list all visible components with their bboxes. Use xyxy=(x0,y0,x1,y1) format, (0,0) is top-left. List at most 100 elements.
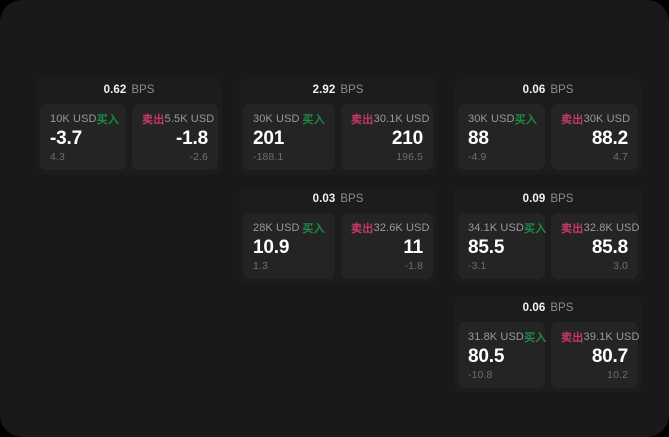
buy-delta: -10.8 xyxy=(468,368,493,381)
quote-card[interactable]: 0.09 BPS 34.1K USD 买入 85.5 -3.1 卖出 32.8K USD 85.… xyxy=(454,186,642,283)
buy-quantity: 34.1K USD xyxy=(468,221,524,234)
sell-quantity: 39.1K USD xyxy=(583,330,640,343)
sell-panel-header: 卖出 30K USD xyxy=(561,112,631,126)
sell-action-label[interactable]: 卖出 xyxy=(142,114,165,126)
card-bps-header: 0.09 BPS xyxy=(454,187,642,213)
buy-price: 80.5 xyxy=(468,345,505,367)
sell-panel[interactable]: 卖出 32.6K USD 11 -1.8 xyxy=(341,212,433,279)
quote-card[interactable]: 0.06 BPS 31.8K USD 买入 80.5 -10.8 卖出 39.1K USD 80… xyxy=(454,295,642,392)
sell-delta: 10.2 xyxy=(607,368,628,381)
buy-panel-header: 30K USD 买入 xyxy=(253,112,325,126)
card-body: 28K USD 买入 10.9 1.3 卖出 32.6K USD 11 -1.8 xyxy=(239,212,437,283)
quote-card[interactable]: 0.62 BPS 10K USD 买入 -3.7 4.3 卖出 5.5K USD -1.8 -2.… xyxy=(36,78,222,174)
buy-panel-header: 31.8K USD 买入 xyxy=(468,330,546,344)
sell-delta: 3.0 xyxy=(613,259,628,272)
bps-value: 0.03 xyxy=(312,193,336,206)
card-body: 10K USD 买入 -3.7 4.3 卖出 5.5K USD -1.8 -2.6 xyxy=(36,104,222,174)
buy-price: 10.9 xyxy=(253,236,290,258)
buy-delta: -4.9 xyxy=(468,150,487,163)
buy-action-label[interactable]: 买入 xyxy=(523,331,547,344)
buy-action-label[interactable]: 买入 xyxy=(96,114,120,126)
sell-panel-header: 卖出 32.6K USD xyxy=(351,221,429,235)
buy-quantity: 31.8K USD xyxy=(468,330,524,343)
buy-action-label[interactable]: 买入 xyxy=(523,222,547,235)
sell-panel[interactable]: 卖出 30.1K USD 210 196.5 xyxy=(341,104,433,170)
bps-value: 0.06 xyxy=(522,84,546,97)
buy-delta: 4.3 xyxy=(50,150,65,163)
bps-unit-label: BPS xyxy=(340,193,364,206)
sell-price: 85.8 xyxy=(591,236,628,258)
sell-price: 11 xyxy=(403,236,423,258)
sell-action-label[interactable]: 卖出 xyxy=(561,114,584,126)
sell-quantity: 30K USD xyxy=(583,113,631,125)
buy-quantity: 30K USD xyxy=(468,113,515,125)
buy-panel[interactable]: 30K USD 买入 201 -188.1 xyxy=(243,104,335,170)
buy-panel[interactable]: 28K USD 买入 10.9 1.3 xyxy=(243,212,335,279)
sell-panel-header: 卖出 39.1K USD xyxy=(561,330,639,344)
sell-action-label[interactable]: 卖出 xyxy=(351,114,374,126)
sell-panel[interactable]: 卖出 32.8K USD 85.8 3.0 xyxy=(551,212,639,279)
bps-value: 2.92 xyxy=(312,84,336,97)
card-bps-header: 2.92 BPS xyxy=(239,78,437,104)
buy-price: -3.7 xyxy=(50,128,82,149)
bps-unit-label: BPS xyxy=(550,84,574,97)
buy-action-label[interactable]: 买入 xyxy=(302,222,325,235)
sell-price: 88.2 xyxy=(591,128,628,149)
card-bps-header: 0.62 BPS xyxy=(36,78,222,104)
buy-panel-header: 28K USD 买入 xyxy=(253,221,325,235)
sell-quantity: 32.6K USD xyxy=(373,221,430,234)
column-3: 0.06 BPS 30K USD 买入 88 -4.9 卖出 30K USD 88.2 4.7 0.… xyxy=(454,78,642,392)
buy-action-label[interactable]: 买入 xyxy=(514,114,538,126)
buy-price: 88 xyxy=(468,128,489,149)
quote-card[interactable]: 0.06 BPS 30K USD 买入 88 -4.9 卖出 30K USD 88.2 4.7 xyxy=(454,78,642,174)
buy-panel-header: 30K USD 买入 xyxy=(468,112,538,126)
column-2: 2.92 BPS 30K USD 买入 201 -188.1 卖出 30.1K USD 210 1… xyxy=(239,78,437,283)
sell-action-label[interactable]: 卖出 xyxy=(561,331,584,344)
sell-quantity: 5.5K USD xyxy=(164,113,215,125)
sell-action-label[interactable]: 卖出 xyxy=(561,222,584,235)
card-body: 31.8K USD 买入 80.5 -10.8 卖出 39.1K USD 80.7 10.2 xyxy=(454,321,642,392)
sell-price: 210 xyxy=(391,128,423,149)
sell-panel[interactable]: 卖出 39.1K USD 80.7 10.2 xyxy=(551,321,639,388)
sell-price: 80.7 xyxy=(591,345,628,367)
card-body: 30K USD 买入 88 -4.9 卖出 30K USD 88.2 4.7 xyxy=(454,104,642,174)
sell-quantity: 30.1K USD xyxy=(373,113,430,125)
quote-card[interactable]: 2.92 BPS 30K USD 买入 201 -188.1 卖出 30.1K USD 210 1… xyxy=(239,78,437,174)
sell-action-label[interactable]: 卖出 xyxy=(351,222,374,235)
buy-action-label[interactable]: 买入 xyxy=(302,114,325,126)
buy-quantity: 10K USD xyxy=(50,113,97,125)
quote-card[interactable]: 0.03 BPS 28K USD 买入 10.9 1.3 卖出 32.6K USD 11 -1.8 xyxy=(239,186,437,283)
buy-delta: 1.3 xyxy=(253,259,268,272)
buy-quantity: 28K USD xyxy=(253,221,300,234)
sell-panel[interactable]: 卖出 30K USD 88.2 4.7 xyxy=(551,104,638,170)
sell-delta: -1.8 xyxy=(404,259,423,272)
bps-value: 0.09 xyxy=(522,193,546,206)
column-1: 0.62 BPS 10K USD 买入 -3.7 4.3 卖出 5.5K USD -1.8 -2.… xyxy=(36,78,222,174)
buy-panel[interactable]: 31.8K USD 买入 80.5 -10.8 xyxy=(458,321,546,388)
card-body: 34.1K USD 买入 85.5 -3.1 卖出 32.8K USD 85.8 3.0 xyxy=(454,212,642,283)
quote-card-grid: 0.62 BPS 10K USD 买入 -3.7 4.3 卖出 5.5K USD -1.8 -2.… xyxy=(36,78,642,392)
sell-panel[interactable]: 卖出 5.5K USD -1.8 -2.6 xyxy=(132,104,218,170)
card-bps-header: 0.06 BPS xyxy=(454,78,642,104)
card-body: 30K USD 买入 201 -188.1 卖出 30.1K USD 210 196.5 xyxy=(239,104,437,174)
buy-panel[interactable]: 34.1K USD 买入 85.5 -3.1 xyxy=(458,212,546,279)
buy-panel-header: 34.1K USD 买入 xyxy=(468,221,546,235)
sell-delta: -2.6 xyxy=(189,150,208,163)
card-bps-header: 0.06 BPS xyxy=(454,296,642,322)
buy-delta: -188.1 xyxy=(253,150,284,163)
buy-delta: -3.1 xyxy=(468,259,487,272)
buy-panel[interactable]: 30K USD 买入 88 -4.9 xyxy=(458,104,545,170)
bps-unit-label: BPS xyxy=(131,84,155,97)
bps-value: 0.06 xyxy=(522,302,546,315)
buy-panel[interactable]: 10K USD 买入 -3.7 4.3 xyxy=(40,104,126,170)
bps-unit-label: BPS xyxy=(550,193,574,206)
buy-panel-header: 10K USD 买入 xyxy=(50,112,119,126)
bps-unit-label: BPS xyxy=(340,84,364,97)
buy-price: 85.5 xyxy=(468,236,505,258)
sell-panel-header: 卖出 30.1K USD xyxy=(351,112,429,126)
sell-panel-header: 卖出 5.5K USD xyxy=(142,112,214,126)
buy-quantity: 30K USD xyxy=(253,113,300,125)
bps-value: 0.62 xyxy=(103,84,127,97)
card-bps-header: 0.03 BPS xyxy=(239,187,437,213)
